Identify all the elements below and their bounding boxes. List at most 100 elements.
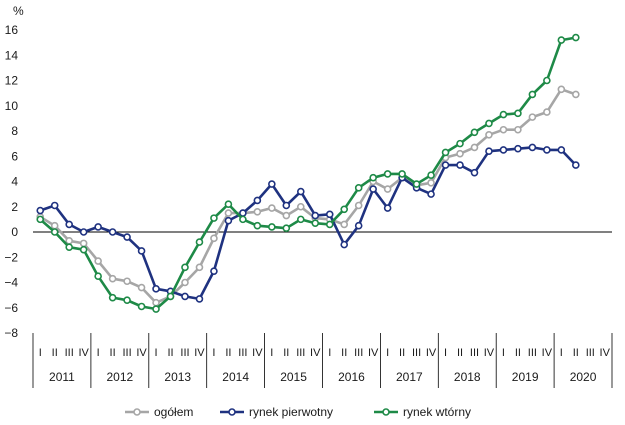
- data-point: [572, 90, 580, 99]
- quarter-label: III: [586, 347, 595, 359]
- year-label: 2012: [106, 370, 133, 384]
- y-tick-label: 2: [11, 200, 18, 214]
- quarter-label: III: [123, 347, 132, 359]
- data-point: [108, 274, 117, 283]
- data-point: [543, 108, 551, 116]
- quarter-label: II: [52, 347, 58, 359]
- quarter-label: II: [515, 347, 521, 359]
- y-tick-label: −6: [4, 301, 18, 315]
- quarter-label: I: [560, 347, 563, 359]
- legend: ogółem rynek pierwotny rynek wtórny: [125, 405, 471, 419]
- y-tick-label: −2: [4, 250, 18, 264]
- data-point: [470, 168, 479, 177]
- data-point: [485, 119, 493, 128]
- data-point: [239, 215, 247, 224]
- quarter-label: I: [270, 347, 273, 359]
- quarter-label: I: [502, 347, 505, 359]
- data-point: [514, 125, 522, 134]
- data-point: [383, 185, 392, 193]
- data-point: [557, 85, 566, 94]
- data-point: [470, 143, 479, 152]
- year-label: 2014: [222, 370, 249, 384]
- quarter-label: I: [386, 347, 389, 359]
- data-point: [282, 224, 291, 233]
- data-point: [514, 109, 522, 118]
- quarter-label: III: [528, 347, 537, 359]
- data-point: [398, 170, 406, 178]
- data-point: [557, 36, 566, 44]
- data-point: [210, 267, 218, 275]
- data-point: [412, 180, 421, 188]
- data-point: [268, 223, 276, 231]
- series-line: [39, 146, 577, 301]
- quarter-label: IV: [600, 347, 611, 359]
- data-point: [528, 90, 537, 99]
- data-point: [123, 233, 131, 241]
- data-point: [456, 161, 464, 169]
- data-point: [123, 277, 131, 286]
- y-axis-label: %: [13, 4, 24, 18]
- data-point: [383, 204, 392, 212]
- data-point: [325, 220, 334, 229]
- data-point: [572, 161, 580, 169]
- data-point: [94, 272, 102, 280]
- data-point: [166, 292, 175, 301]
- y-tick-label: 16: [5, 23, 19, 37]
- year-label: 2013: [164, 370, 191, 384]
- data-point: [253, 196, 262, 205]
- legend-swatch-marker: [382, 408, 390, 416]
- data-point: [181, 278, 189, 287]
- quarter-label: I: [155, 347, 158, 359]
- y-tick-label: −8: [4, 326, 18, 340]
- data-point: [340, 240, 349, 249]
- data-point: [152, 285, 160, 293]
- data-point: [369, 185, 377, 193]
- data-point: [137, 247, 146, 255]
- quarter-label: III: [470, 347, 479, 359]
- data-point: [311, 219, 320, 227]
- year-label: 2020: [570, 370, 597, 384]
- y-tick-label: 4: [11, 175, 18, 189]
- axes: [32, 231, 613, 388]
- quarter-label: I: [212, 347, 215, 359]
- y-tick-label: 12: [5, 74, 19, 88]
- data-point: [340, 205, 349, 214]
- data-point: [282, 211, 291, 220]
- year-label: 2017: [396, 370, 423, 384]
- data-point: [441, 161, 450, 169]
- data-point: [195, 238, 204, 246]
- data-point: [65, 237, 73, 245]
- data-point: [383, 170, 392, 178]
- data-point: [195, 295, 204, 303]
- data-point: [123, 296, 131, 304]
- data-point: [354, 184, 363, 192]
- data-point: [514, 144, 522, 153]
- data-point: [65, 220, 73, 229]
- quarter-label: IV: [136, 347, 147, 359]
- data-point: [354, 221, 363, 230]
- data-point: [470, 128, 479, 137]
- series-rynek-pierwotny: [36, 143, 580, 303]
- legend-item: rynek wtórny: [374, 405, 471, 419]
- year-label: 2019: [512, 370, 539, 384]
- data-point: [50, 221, 59, 230]
- data-point: [79, 239, 88, 248]
- quarter-label: IV: [310, 347, 321, 359]
- data-point: [485, 130, 493, 139]
- data-point: [572, 33, 580, 42]
- data-point: [268, 180, 276, 188]
- legend-swatch-marker: [133, 408, 141, 416]
- quarter-label: I: [97, 347, 100, 359]
- data-point: [94, 223, 102, 231]
- quarter-label: III: [354, 347, 363, 359]
- series-rynek-wtórny: [36, 33, 580, 313]
- data-point: [354, 201, 363, 210]
- legend-swatch-marker: [228, 408, 236, 416]
- quarter-label: II: [283, 347, 289, 359]
- data-point: [340, 220, 349, 229]
- data-point: [268, 204, 276, 212]
- series-line: [39, 88, 577, 305]
- quarter-label: IV: [542, 347, 553, 359]
- year-label: 2016: [338, 370, 365, 384]
